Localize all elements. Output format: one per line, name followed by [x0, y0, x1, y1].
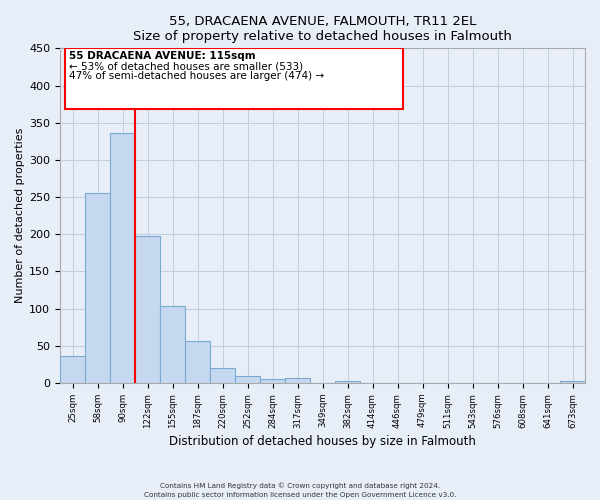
Bar: [60, 356, 85, 383]
Bar: [260, 379, 285, 383]
Bar: [210, 368, 235, 383]
Bar: [160, 306, 185, 383]
X-axis label: Distribution of detached houses by size in Falmouth: Distribution of detached houses by size …: [169, 434, 476, 448]
Bar: [235, 376, 260, 383]
Bar: [285, 378, 310, 383]
Text: 47% of semi-detached houses are larger (474) →: 47% of semi-detached houses are larger (…: [69, 70, 324, 81]
FancyBboxPatch shape: [65, 48, 403, 110]
Text: ← 53% of detached houses are smaller (533): ← 53% of detached houses are smaller (53…: [69, 62, 303, 72]
Text: Contains HM Land Registry data © Crown copyright and database right 2024.
Contai: Contains HM Land Registry data © Crown c…: [144, 482, 456, 498]
Y-axis label: Number of detached properties: Number of detached properties: [15, 128, 25, 304]
Bar: [110, 133, 135, 383]
Bar: [335, 382, 360, 383]
Bar: [135, 236, 160, 383]
Bar: [185, 340, 210, 383]
Bar: [85, 192, 110, 383]
Bar: [560, 380, 585, 383]
Text: 55 DRACAENA AVENUE: 115sqm: 55 DRACAENA AVENUE: 115sqm: [69, 52, 256, 62]
Title: 55, DRACAENA AVENUE, FALMOUTH, TR11 2EL
Size of property relative to detached ho: 55, DRACAENA AVENUE, FALMOUTH, TR11 2EL …: [133, 15, 512, 43]
